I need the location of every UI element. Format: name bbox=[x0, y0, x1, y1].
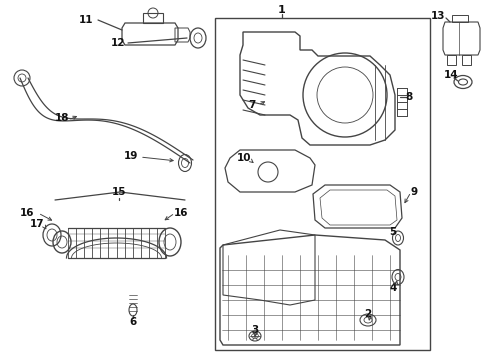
Text: 11: 11 bbox=[79, 15, 93, 25]
Text: 17: 17 bbox=[30, 219, 44, 229]
Text: 16: 16 bbox=[20, 208, 34, 218]
Text: 19: 19 bbox=[123, 151, 138, 161]
Text: 14: 14 bbox=[443, 70, 457, 80]
Text: 18: 18 bbox=[55, 113, 69, 123]
Text: 10: 10 bbox=[236, 153, 251, 163]
Text: 2: 2 bbox=[364, 309, 371, 319]
Text: 4: 4 bbox=[388, 283, 396, 293]
Text: 8: 8 bbox=[405, 92, 412, 102]
Text: 15: 15 bbox=[112, 187, 126, 197]
Text: 13: 13 bbox=[430, 11, 445, 21]
Text: 1: 1 bbox=[278, 5, 285, 15]
Text: 6: 6 bbox=[129, 317, 136, 327]
Text: 9: 9 bbox=[409, 187, 417, 197]
Text: 7: 7 bbox=[248, 100, 255, 110]
Text: 12: 12 bbox=[110, 38, 125, 48]
Text: 3: 3 bbox=[251, 325, 258, 335]
Text: 5: 5 bbox=[388, 227, 396, 237]
Text: 16: 16 bbox=[173, 208, 188, 218]
